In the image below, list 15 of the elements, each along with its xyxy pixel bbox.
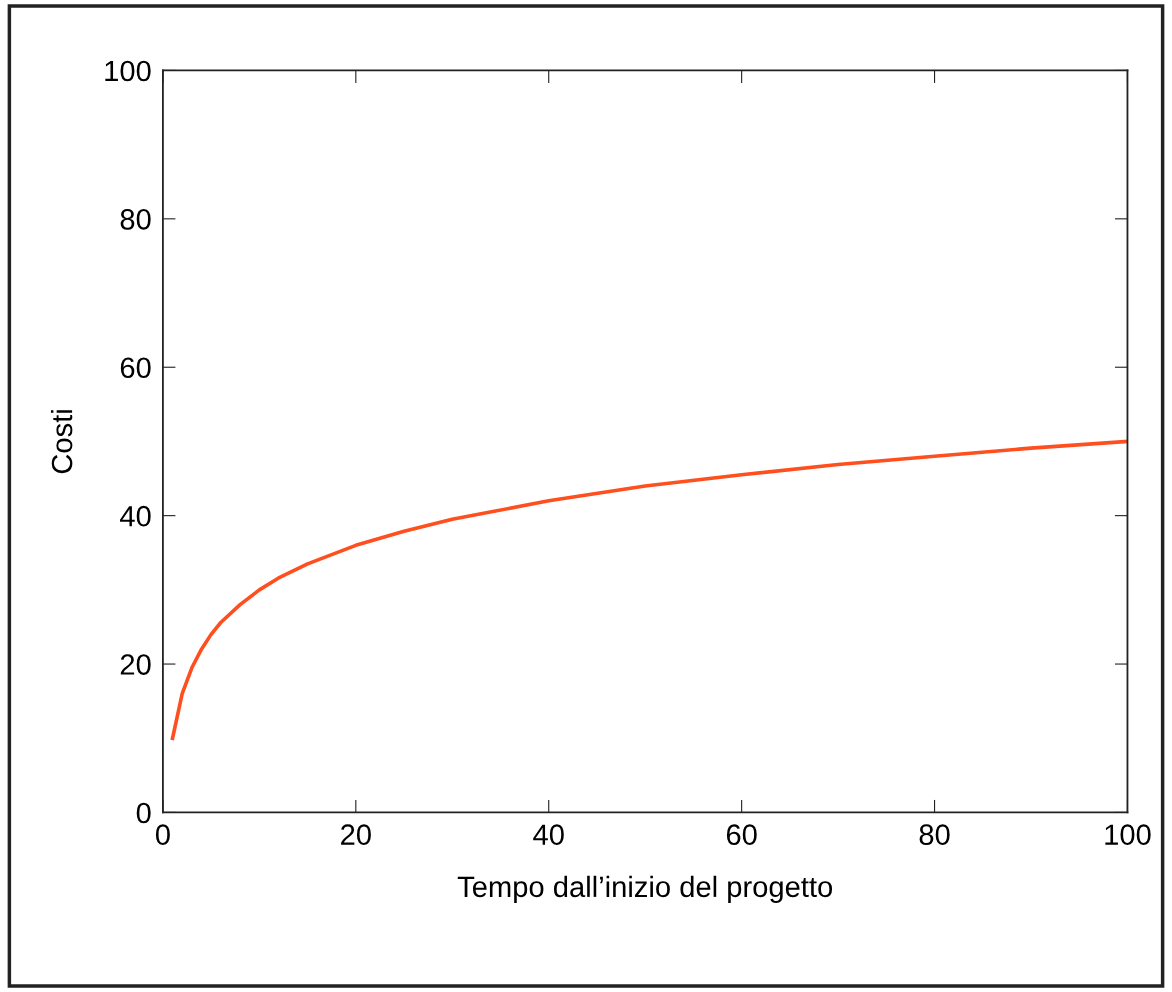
y-tick-label: 40	[120, 505, 151, 527]
x-tick-label: 80	[919, 824, 950, 845]
x-axis-title: Tempo dall’inizio del progetto	[457, 875, 833, 903]
y-tick-label: 100	[105, 60, 151, 82]
y-tick-label: 20	[120, 654, 151, 675]
line-series	[170, 439, 1128, 741]
y-tick-label: 0	[136, 802, 151, 824]
x-tick-label: 100	[1105, 824, 1151, 845]
x-tick-label: 60	[726, 824, 757, 845]
y-tick-label: 80	[120, 209, 151, 230]
x-tick-label: 20	[341, 824, 371, 845]
x-tick-label: 0	[155, 824, 170, 845]
y-axis-title: Costi	[50, 410, 73, 474]
x-tick-label: 40	[533, 824, 564, 845]
y-tick-label: 60	[120, 357, 151, 379]
